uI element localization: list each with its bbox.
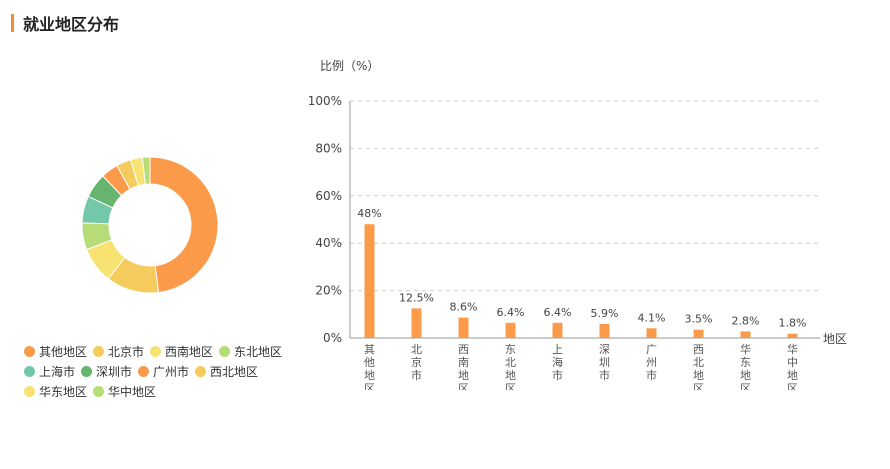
legend-label: 北京市 [108, 344, 145, 359]
section-title: 就业地区分布 [23, 15, 120, 34]
x-tick-label: 深圳市 [599, 343, 610, 382]
y-axis-label: 比例（%） [320, 59, 379, 73]
bar [458, 317, 469, 338]
bar-data-label: 4.1% [638, 311, 666, 324]
bar-data-label: 1.8% [779, 317, 807, 330]
bar [505, 322, 516, 338]
legend-dot [24, 345, 35, 357]
bar-data-label: 2.8% [732, 314, 760, 327]
x-tick-label: 北京市 [411, 343, 422, 382]
donut-chart [81, 156, 219, 294]
legend-dot [93, 385, 105, 397]
title-accent-bar [11, 14, 14, 32]
bar [411, 308, 422, 338]
legend-item[interactable]: 东北地区 [219, 341, 282, 361]
bar-data-label: 6.4% [544, 306, 572, 319]
legend-label: 华东地区 [39, 384, 88, 399]
donut-legend: 其他地区 北京市 西南地区 东北地区上海市 深圳市 广州市 西北地区华东地区 华中地区 [24, 341, 294, 401]
legend-dot [24, 365, 35, 377]
bar-data-label: 6.4% [497, 306, 525, 319]
bar [740, 331, 751, 338]
y-tick-label: 60% [315, 189, 342, 203]
bar [646, 328, 657, 338]
legend-item[interactable]: 华东地区 [24, 381, 87, 401]
legend-dot [150, 345, 162, 357]
legend-dot [93, 345, 105, 357]
donut-slice-9 [141, 156, 151, 185]
legend-dot [195, 365, 207, 377]
x-tick-label: 华东地区 [740, 342, 751, 390]
legend-item[interactable]: 西南地区 [150, 341, 213, 361]
y-tick-label: 40% [315, 236, 342, 250]
legend-dot [138, 365, 150, 377]
legend-dot [219, 345, 231, 357]
legend-item[interactable]: 北京市 [93, 341, 144, 361]
legend-label: 深圳市 [96, 364, 133, 379]
x-tick-label: 其他地区 [364, 343, 375, 390]
y-tick-label: 80% [315, 141, 342, 155]
bar-data-label: 8.6% [450, 301, 478, 314]
legend-item[interactable]: 华中地区 [93, 381, 156, 401]
legend-item[interactable]: 其他地区 [24, 341, 87, 361]
legend-label: 上海市 [39, 364, 76, 379]
legend-item[interactable]: 广州市 [138, 361, 189, 381]
bar-data-label: 5.9% [591, 307, 619, 320]
legend-item[interactable]: 上海市 [24, 361, 75, 381]
legend-item[interactable]: 深圳市 [81, 361, 132, 381]
legend-label: 华中地区 [108, 384, 157, 399]
x-tick-label: 西南地区 [458, 343, 469, 390]
bar-data-label: 3.5% [685, 313, 713, 326]
section-header: 就业地区分布 [11, 12, 119, 34]
legend-label: 其他地区 [39, 344, 88, 359]
y-tick-label: 0% [323, 331, 342, 345]
donut-slice-0 [149, 156, 219, 294]
bar [364, 224, 375, 338]
bar [552, 322, 563, 338]
legend-label: 东北地区 [234, 344, 283, 359]
legend-item[interactable]: 西北地区 [195, 361, 258, 381]
x-axis-label: 地区 [823, 332, 847, 346]
x-tick-label: 华中地区 [787, 342, 798, 390]
x-tick-label: 上海市 [552, 343, 563, 382]
bar-data-label: 12.5% [399, 291, 434, 304]
x-tick-label: 广州市 [646, 343, 657, 382]
bar [787, 333, 798, 338]
x-tick-label: 西北地区 [693, 343, 704, 390]
x-tick-label: 东北地区 [505, 343, 516, 390]
legend-label: 西北地区 [210, 364, 259, 379]
y-tick-label: 100% [308, 94, 342, 108]
bar [693, 329, 704, 338]
legend-dot [24, 385, 35, 397]
y-tick-label: 20% [315, 284, 342, 298]
bar-chart: 比例（%） 地区 0% 20% 40% 60% 80% 100% 48% 其他地区 12.5% 北… [308, 59, 847, 390]
bar [599, 324, 610, 338]
legend-dot [81, 365, 93, 377]
legend-label: 西南地区 [165, 344, 214, 359]
legend-label: 广州市 [153, 364, 190, 379]
bar-data-label: 48% [357, 207, 381, 220]
